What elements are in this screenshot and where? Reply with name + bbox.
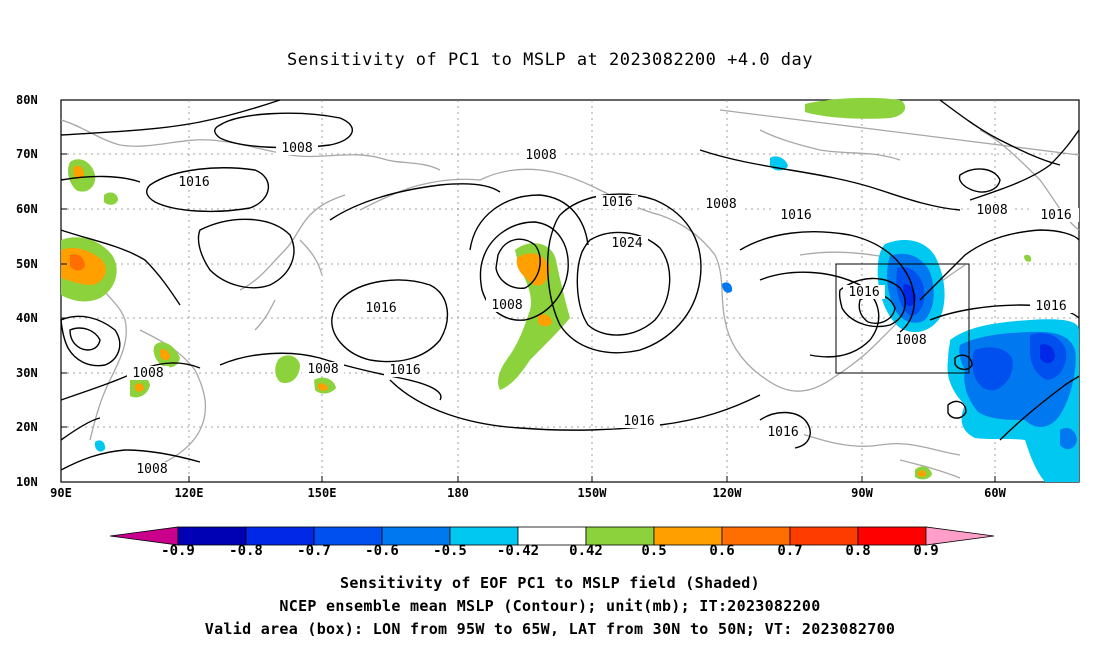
- valid-area-box: [835, 263, 970, 374]
- colorbar-label: -0.9: [161, 543, 195, 559]
- lon-label: 90E: [50, 486, 72, 500]
- lon-label: 150W: [577, 486, 607, 500]
- contour-label: 1008: [132, 366, 163, 381]
- contour-label: 1008: [525, 148, 556, 163]
- colorbar-label: 0.9: [913, 543, 939, 559]
- contour-label: 1016: [601, 195, 632, 210]
- lon-label: 180: [447, 486, 469, 500]
- lon-label: 150E: [307, 486, 337, 500]
- contour-label: 1016: [178, 175, 209, 190]
- contour-label: 1016: [780, 208, 811, 223]
- contour-label: 1016: [767, 425, 798, 440]
- contour-label: 1016: [848, 285, 879, 300]
- lat-label: 50N: [16, 257, 38, 271]
- lon-label: 120W: [712, 486, 742, 500]
- colorbar-label: -0.8: [229, 543, 263, 559]
- contour-label: 1016: [623, 414, 654, 429]
- negative-sensitivity: [95, 156, 1079, 482]
- contour-labels: 1008 1016 1008 1008 1016 1024 1008 1016 …: [127, 141, 1079, 477]
- lat-label: 70N: [16, 147, 38, 161]
- colorbar-label: -0.6: [365, 543, 399, 559]
- contour-label: 1016: [1040, 208, 1071, 223]
- colorbar-label: -0.42: [496, 543, 540, 559]
- contour-label: 1008: [491, 298, 522, 313]
- contour-label: 1016: [1035, 299, 1066, 314]
- colorbar-label: 0.8: [845, 543, 871, 559]
- contour-label: 1024: [611, 236, 642, 251]
- colorbar-label: 0.7: [777, 543, 803, 559]
- caption-contour: NCEP ensemble mean MSLP (Contour); unit(…: [279, 597, 821, 615]
- contour-label: 1008: [281, 141, 312, 156]
- contour-label: 1008: [136, 462, 167, 477]
- colorbar-label: 0.5: [641, 543, 667, 559]
- contour-label: 1016: [389, 363, 420, 378]
- lon-label: 120E: [174, 486, 204, 500]
- lat-label: 20N: [16, 420, 38, 434]
- caption-shaded: Sensitivity of EOF PC1 to MSLP field (Sh…: [340, 574, 760, 592]
- contour-label: 1016: [365, 301, 396, 316]
- lat-label: 80N: [16, 93, 38, 107]
- colorbar-label: -0.5: [433, 543, 467, 559]
- contour-label: 1008: [976, 203, 1007, 218]
- colorbar-label: -0.7: [297, 543, 331, 559]
- contour-label: 1008: [895, 333, 926, 348]
- lat-label: 40N: [16, 311, 38, 325]
- page-title: Sensitivity of PC1 to MSLP at 2023082200…: [286, 50, 813, 70]
- colorbar-label: 0.6: [709, 543, 735, 559]
- lat-label: 60N: [16, 202, 38, 216]
- lon-label: 90W: [851, 486, 873, 500]
- lat-label: 10N: [16, 475, 38, 489]
- contour-label: 1008: [705, 197, 736, 212]
- lon-label: 60W: [984, 486, 1006, 500]
- colorbar-label: 0.42: [569, 543, 603, 559]
- caption-valid-area: Valid area (box): LON from 95W to 65W, L…: [204, 620, 896, 638]
- colorbar-end-high: [925, 526, 995, 546]
- colorbar: [109, 526, 995, 546]
- contour-label: 1008: [307, 362, 338, 377]
- lat-label: 30N: [16, 366, 38, 380]
- axis-ticks: [61, 99, 996, 483]
